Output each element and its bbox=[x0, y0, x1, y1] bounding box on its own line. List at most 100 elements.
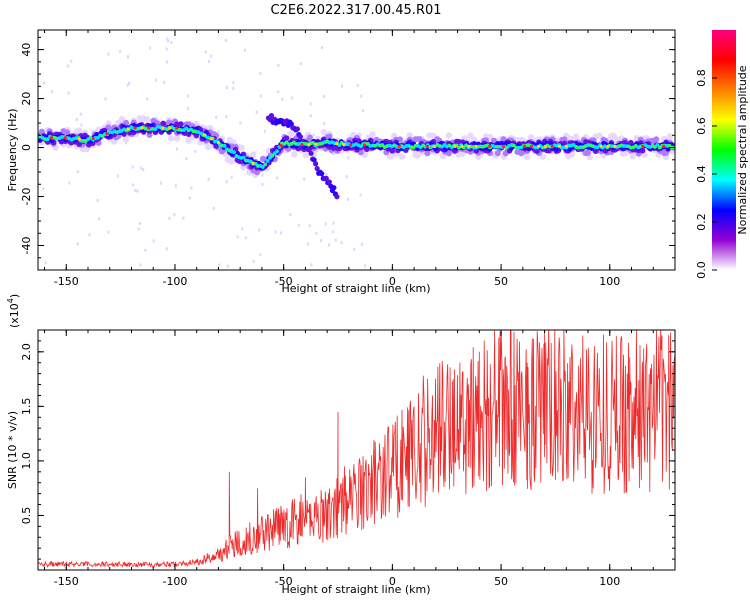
spectrogram-core-cell bbox=[595, 145, 600, 150]
spectrogram-speck bbox=[312, 133, 315, 137]
spectrogram-y-tick-label: 40 bbox=[20, 43, 33, 57]
spectrogram-speck bbox=[173, 213, 176, 217]
spectrogram-band-cell bbox=[545, 147, 552, 154]
spectrogram-core-cell bbox=[95, 135, 100, 140]
spectrogram-y-tick-label: -20 bbox=[20, 188, 33, 206]
spectrogram-x-tick-label: -50 bbox=[275, 275, 293, 288]
spectrogram-branch-cell bbox=[308, 150, 314, 156]
spectrogram-speck bbox=[310, 263, 313, 267]
spectrogram-core-cell bbox=[153, 127, 158, 132]
spectrogram-speck bbox=[320, 45, 323, 49]
spectrogram-speck bbox=[277, 90, 280, 94]
spectrogram-speck bbox=[204, 50, 207, 54]
spectrogram-band-cell bbox=[445, 132, 453, 139]
spectrogram-speck bbox=[325, 172, 328, 176]
spectrogram-speck bbox=[185, 157, 188, 161]
spectrogram-speck bbox=[119, 49, 122, 53]
spectrogram-speck bbox=[66, 64, 69, 68]
spectrogram-band-cell bbox=[283, 135, 290, 141]
chart-title: C2E6.2022.317.00.45.R01 bbox=[270, 3, 441, 18]
spectrogram-band-cell bbox=[467, 132, 474, 140]
spectrogram-speck bbox=[68, 181, 71, 185]
spectrogram-band-cell bbox=[490, 137, 497, 144]
spectrogram-speck bbox=[146, 97, 149, 101]
spectrogram-speck bbox=[67, 91, 70, 95]
spectrogram-peak-cell bbox=[467, 144, 471, 148]
spectrogram-peak-cell bbox=[543, 144, 548, 148]
spectrogram-peak-cell bbox=[314, 142, 318, 146]
spectrogram-speck bbox=[263, 129, 266, 133]
spectrogram-speck bbox=[187, 107, 190, 111]
spectrogram-band-cell bbox=[561, 136, 568, 143]
spectrogram-peak-cell bbox=[140, 126, 144, 130]
spectrogram-speck bbox=[128, 81, 131, 85]
snr-x-tick-label: 0 bbox=[389, 575, 396, 588]
spectrogram-branch-cell bbox=[326, 179, 332, 185]
snr-x-ticks: -150 -100 -50 0 50 100 bbox=[44, 330, 676, 588]
spectrogram-speck bbox=[174, 184, 177, 188]
spectrogram-core-cell bbox=[311, 140, 315, 145]
spectrogram-peak-cell bbox=[216, 141, 221, 145]
spectrogram-speck bbox=[148, 46, 151, 50]
spectrogram-speck bbox=[307, 242, 310, 246]
snr-x-tick-label: 50 bbox=[494, 575, 508, 588]
spectrogram-peak-cell bbox=[362, 143, 367, 147]
spectrogram-speck bbox=[281, 97, 284, 101]
colorbar-ticks: 0.0 0.2 0.4 0.6 0.8 bbox=[695, 69, 717, 279]
spectrogram-peak-cell bbox=[307, 143, 311, 147]
spectrogram-band-cell bbox=[76, 141, 82, 147]
spectrogram-speck bbox=[244, 236, 247, 240]
spectrogram-speck bbox=[224, 38, 227, 42]
snr-y-tick-label: 1.0 bbox=[20, 452, 33, 470]
spectrogram-band-cell bbox=[320, 128, 327, 136]
spectrogram-speck bbox=[347, 156, 350, 160]
spectrogram-peak-cell bbox=[453, 144, 457, 148]
spectrogram-x-label: Height of straight line (km) bbox=[281, 282, 430, 295]
spectrogram-speck bbox=[175, 147, 178, 151]
spectrogram-speck bbox=[243, 48, 246, 52]
spectrogram-branch-cell bbox=[313, 161, 319, 167]
snr-scale-exponent: 4 bbox=[6, 298, 15, 303]
spectrogram-band-cell bbox=[596, 132, 603, 139]
spectrogram-speck bbox=[152, 239, 155, 243]
spectrogram-speck bbox=[194, 149, 197, 153]
spectrogram-x-tick-label: 50 bbox=[494, 275, 508, 288]
spectrogram-peak-cell bbox=[300, 143, 304, 147]
spectrogram-peak-cell bbox=[126, 127, 130, 131]
spectrogram-peak-cell bbox=[133, 126, 137, 130]
spectrogram-band-cell bbox=[666, 133, 674, 140]
spectrogram-speck bbox=[131, 165, 134, 169]
spectrogram-branch-cell bbox=[319, 171, 325, 177]
spectrogram-branch-cell bbox=[314, 165, 320, 172]
spectrogram-speck bbox=[252, 259, 255, 263]
spectrogram-speck bbox=[276, 176, 279, 180]
snr-scale-label: (x104) bbox=[6, 294, 21, 328]
spectrogram-speck bbox=[225, 115, 228, 119]
spectrogram-speck bbox=[225, 180, 228, 184]
spectrogram-speck bbox=[144, 248, 147, 252]
spectrogram-branch-cell bbox=[297, 134, 304, 140]
spectrogram-peak-cell bbox=[599, 144, 603, 148]
spectrogram-speck bbox=[261, 173, 264, 177]
spectrogram-peak-cell bbox=[432, 144, 436, 148]
spectrogram-band-cell bbox=[302, 151, 310, 159]
spectrogram-y-tick-label: -40 bbox=[20, 237, 33, 255]
spectrogram-speck bbox=[303, 177, 306, 181]
spectrogram-speck bbox=[255, 110, 258, 114]
spectrogram-branch-cell bbox=[311, 157, 317, 163]
spectrogram-peak-cell bbox=[202, 133, 207, 137]
spectrogram-speck bbox=[210, 54, 213, 58]
spectrogram-peak-cell bbox=[502, 144, 506, 148]
snr-series-line bbox=[38, 330, 675, 569]
spectrogram-peak-cell bbox=[488, 144, 492, 148]
spectrogram-band-cell bbox=[424, 150, 431, 157]
snr-panel: -150 -100 -50 0 50 100 0.5 1.0 1.5 2.0 Height of… bbox=[6, 294, 676, 596]
snr-y-tick-label: 1.5 bbox=[20, 398, 33, 416]
spectrogram-peak-cell bbox=[662, 144, 666, 148]
spectrogram-speck bbox=[116, 174, 119, 178]
spectrogram-band-cell bbox=[118, 115, 126, 123]
spectrogram-peak-cell bbox=[49, 136, 54, 140]
spectrogram-speck bbox=[320, 239, 323, 243]
spectrogram-peak-cell bbox=[175, 126, 179, 130]
spectrogram-peak-cell bbox=[474, 144, 478, 148]
